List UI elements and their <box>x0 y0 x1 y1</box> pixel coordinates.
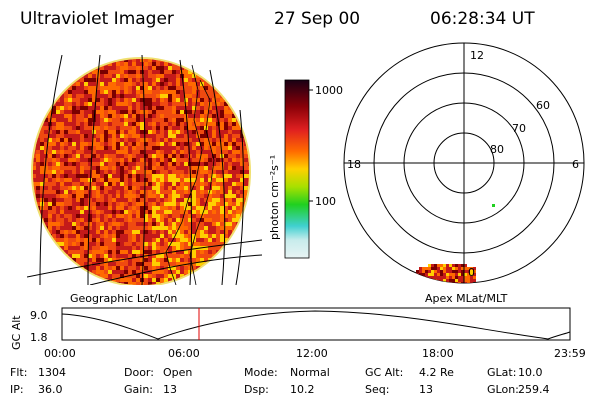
orbit-altitude-curve <box>61 310 571 340</box>
globe-emission-pixels <box>33 59 249 285</box>
info-label-1-3: Seq: <box>365 383 389 396</box>
info-value-1-2: 10.2 <box>290 383 315 396</box>
info-label-1-4: GLon: <box>487 383 519 396</box>
info-value-0-1: Open <box>163 366 192 379</box>
info-label-1-2: Dsp: <box>244 383 269 396</box>
orbit-ytick-min: 1.8 <box>30 331 48 344</box>
info-label-0-3: GC Alt: <box>365 366 403 379</box>
coastline <box>165 64 215 285</box>
polar-plot: 12 18 6 0 60 70 80 <box>343 42 585 284</box>
info-value-0-0: 1304 <box>38 366 66 379</box>
mlt-label-6: 6 <box>572 158 579 171</box>
orbit-xtick-1800: 18:00 <box>422 347 454 360</box>
info-value-1-3: 13 <box>419 383 433 396</box>
orbit-ytick-max: 9.0 <box>30 309 48 322</box>
colorbar-label-100: 100 <box>315 195 336 208</box>
colorbar-gradient <box>284 79 310 259</box>
info-value-1-0: 36.0 <box>38 383 63 396</box>
colorbar-label-1000: 1000 <box>315 84 343 97</box>
geographic-image-panel <box>27 55 262 285</box>
info-label-0-1: Door: <box>124 366 154 379</box>
orbit-ylabel: GC Alt <box>10 315 23 350</box>
date-label: 27 Sep 00 <box>274 9 360 29</box>
geographic-projection-label: Geographic Lat/Lon <box>70 292 177 305</box>
mlt-label-18: 18 <box>347 158 361 171</box>
instrument-status-readout: Flt: 1304 Door: Open Mode: Normal GC Alt: 4.2 R… <box>10 366 550 396</box>
info-label-0-2: Mode: <box>244 366 278 379</box>
colorbar: 1000 100 photon cm⁻²s⁻¹ <box>268 79 343 259</box>
info-value-0-4: 10.0 <box>518 366 543 379</box>
instrument-title: Ultraviolet Imager <box>20 9 174 29</box>
orbit-xtick-0600: 06:00 <box>168 347 200 360</box>
info-value-0-2: Normal <box>290 366 330 379</box>
orbit-plot-frame <box>61 307 571 341</box>
apex-projection-label: Apex MLat/MLT <box>425 292 508 305</box>
mlat-label-60: 60 <box>536 99 550 112</box>
mlat-label-80: 80 <box>490 143 504 156</box>
lat-lon-grid <box>27 55 262 285</box>
mlat-label-70: 70 <box>512 122 526 135</box>
info-value-0-3: 4.2 Re <box>419 366 454 379</box>
mlt-label-0: 0 <box>468 266 475 279</box>
info-value-1-4: 259.4 <box>518 383 550 396</box>
mlt-label-12: 12 <box>470 49 484 62</box>
orbit-xtick-2359: 23:59 <box>554 347 586 360</box>
info-label-1-1: Gain: <box>124 383 153 396</box>
info-label-0-0: Flt: <box>10 366 27 379</box>
colorbar-unit-label: photon cm⁻²s⁻¹ <box>268 155 281 240</box>
time-label: 06:28:34 UT <box>430 9 535 29</box>
info-value-1-1: 13 <box>163 383 177 396</box>
orbit-xtick-0000: 00:00 <box>44 347 76 360</box>
orbit-xtick-1200: 12:00 <box>296 347 328 360</box>
info-label-1-0: IP: <box>10 383 24 396</box>
info-label-0-4: GLat: <box>487 366 516 379</box>
orbit-altitude-plot: GC Alt 9.0 1.8 00:00 06:00 12:00 18:00 2… <box>10 307 586 360</box>
